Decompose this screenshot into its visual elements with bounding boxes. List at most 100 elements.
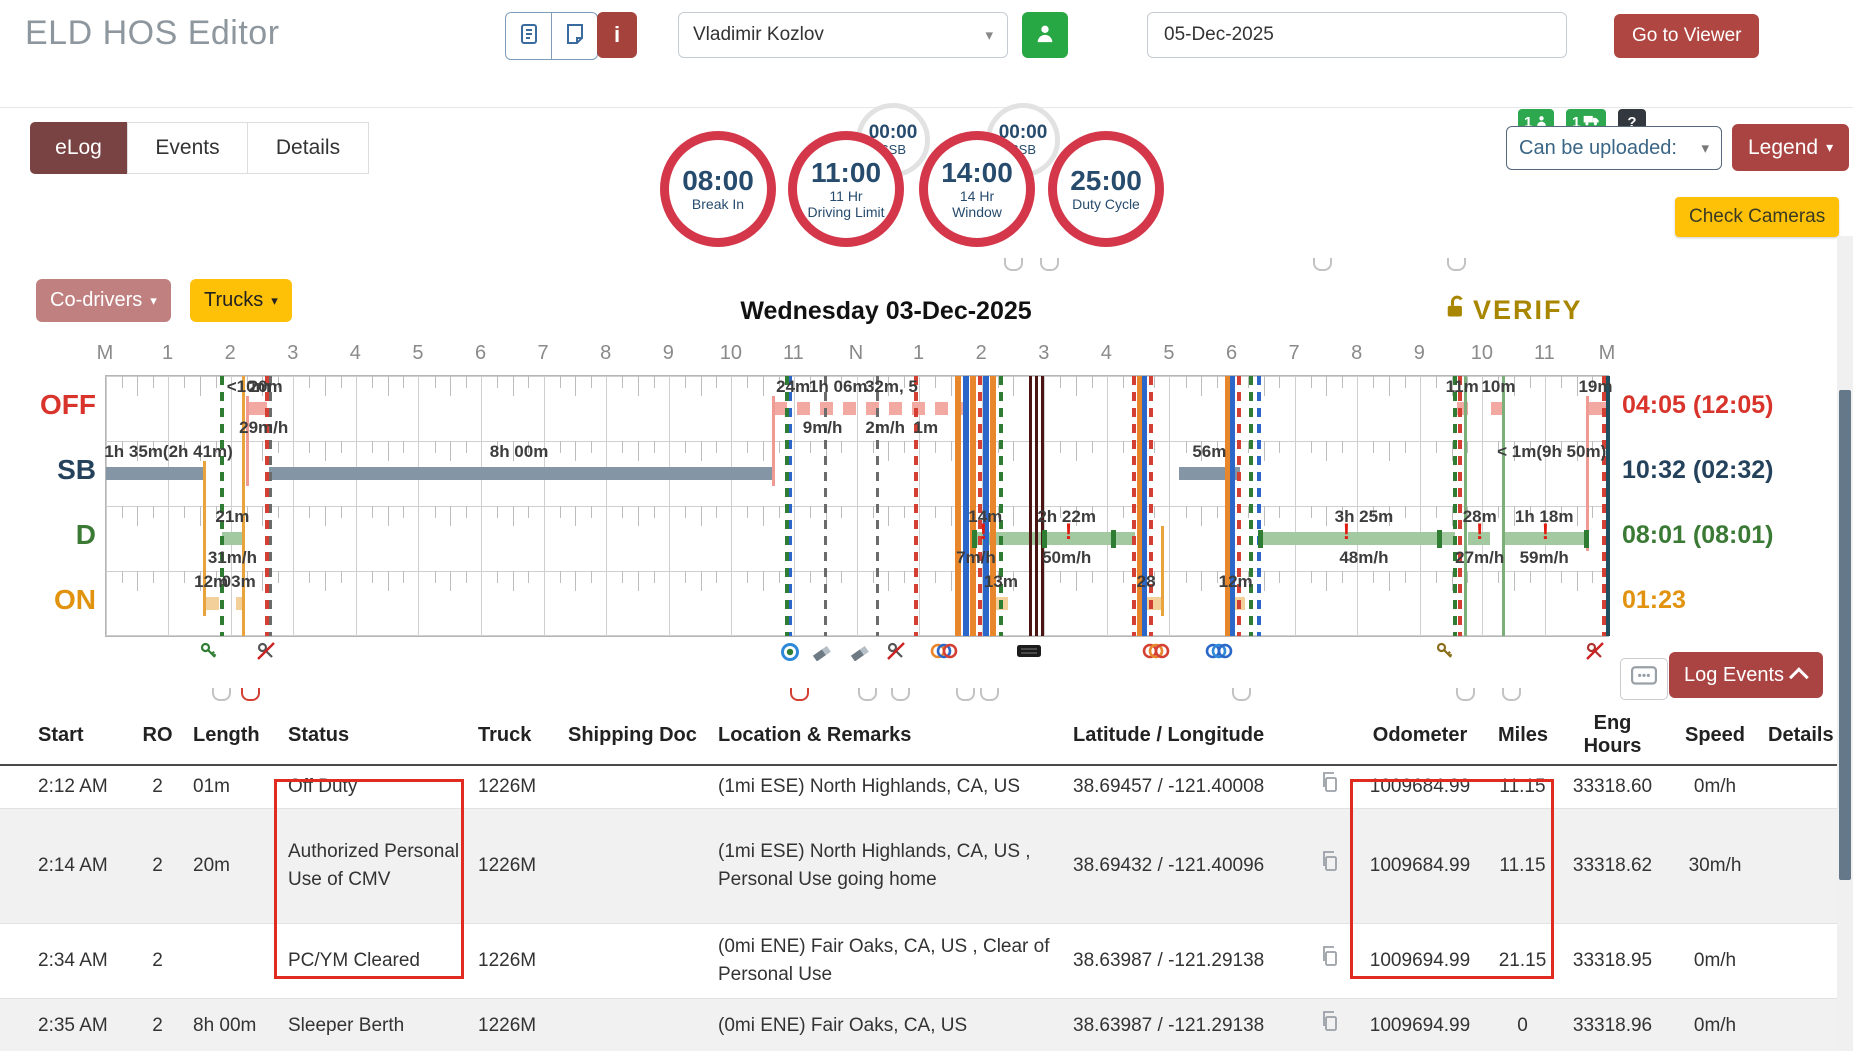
- event-flag-icon[interactable]: [980, 688, 999, 701]
- event-line: [1230, 376, 1235, 636]
- cell-latlong: 38.63987 / -121.29138: [1073, 1014, 1265, 1036]
- check-cameras-button[interactable]: Check Cameras: [1675, 197, 1840, 237]
- duration-label: 50m/h: [1042, 548, 1092, 567]
- copy-coordinates-button[interactable]: [1310, 923, 1350, 998]
- event-line: [245, 396, 249, 486]
- cell-status: Authorized Personal Use of CMV: [288, 840, 460, 890]
- legend-button[interactable]: Legend ▾: [1732, 124, 1850, 171]
- key-slash-icon[interactable]: [886, 641, 906, 666]
- hos-clock-driving-limit: 11:00 11 Hr Driving Limit: [788, 131, 904, 247]
- tab-events[interactable]: Events: [127, 122, 248, 174]
- time-axis-label: 6: [474, 342, 487, 364]
- clock-value: 08:00: [682, 165, 754, 197]
- event-flag-icon[interactable]: [1502, 688, 1521, 701]
- verify-button[interactable]: VERIFY: [1443, 294, 1583, 327]
- event-flag-icon[interactable]: [1447, 258, 1466, 271]
- event-line: [982, 376, 989, 636]
- trucks-dropdown[interactable]: Trucks ▾: [190, 279, 292, 322]
- key-slash-icon[interactable]: [256, 641, 276, 666]
- grid-quarter-tick: [778, 376, 780, 388]
- event-flag-icon[interactable]: [1232, 688, 1251, 701]
- grid-quarter-tick: [575, 441, 577, 461]
- add-driver-button[interactable]: [1022, 12, 1068, 58]
- eraser-icon[interactable]: [849, 641, 871, 666]
- caret-down-icon: ▾: [985, 27, 993, 44]
- scrollbar-thumb[interactable]: [1839, 390, 1851, 880]
- segment-tick: [1258, 530, 1264, 548]
- copy-coordinates-button[interactable]: [1310, 765, 1350, 808]
- event-flag-icon[interactable]: [891, 688, 910, 701]
- table-row[interactable]: 2:34 AM 2 PC/YM Cleared 1226M (0mi ENE) Fair…: [0, 923, 1853, 998]
- events-cluster-icon[interactable]: [930, 641, 960, 666]
- cell-length: 8h 00m: [193, 1014, 257, 1036]
- badge-icon[interactable]: [779, 641, 801, 668]
- driver-select[interactable]: Vladimir Kozlov ▾: [678, 12, 1008, 58]
- grid-quarter-tick: [246, 506, 248, 518]
- grid-quarter-tick: [1310, 441, 1312, 453]
- comments-button[interactable]: [1620, 658, 1668, 700]
- key-icon[interactable]: [1435, 641, 1455, 666]
- duration-label: 1m: [913, 418, 939, 437]
- grid-quarter-tick: [684, 571, 686, 583]
- grid-quarter-tick: [184, 506, 186, 518]
- log-events-button[interactable]: Log Events: [1669, 652, 1823, 698]
- go-to-viewer-button[interactable]: Go to Viewer: [1614, 14, 1760, 58]
- codrivers-dropdown[interactable]: Co-drivers ▾: [36, 279, 171, 322]
- event-flag-icon[interactable]: [790, 688, 809, 701]
- grid-quarter-tick: [1592, 571, 1594, 583]
- grid-quarter-tick: [246, 376, 248, 388]
- segment-tick: [1436, 530, 1442, 548]
- cell-eng_hours: 33318.96: [1572, 1014, 1653, 1036]
- key-icon[interactable]: [199, 641, 219, 666]
- event-line: [1452, 376, 1457, 636]
- event-flag-icon[interactable]: [212, 688, 231, 701]
- grid-quarter-tick: [325, 506, 327, 526]
- event-line: [1236, 376, 1241, 636]
- table-row[interactable]: 2:35 AM 2 8h 00m Sleeper Berth 1226M (0mi ENE…: [0, 998, 1853, 1051]
- column-header-location: Location & Remarks: [710, 706, 1065, 766]
- duty-status-graph[interactable]: <10m 20m 29m/h 24m 1h 06m 32m, 5 9m/h 2m/h 1m 11m…: [104, 375, 1612, 662]
- event-flag-icon[interactable]: [1040, 258, 1059, 271]
- event-flag-icon[interactable]: [956, 688, 975, 701]
- keyboard-icon[interactable]: [1016, 641, 1042, 666]
- note-button[interactable]: [552, 12, 598, 60]
- events-cluster-icon[interactable]: [1205, 641, 1235, 666]
- duration-label: < 1m(9h 50m): [1497, 442, 1607, 461]
- grid-quarter-tick: [810, 571, 812, 583]
- copy-coordinates-button[interactable]: [1310, 998, 1350, 1051]
- cell-start: 2:14 AM: [38, 854, 108, 876]
- events-cluster-icon[interactable]: [1142, 641, 1172, 666]
- upload-status-dropdown[interactable]: Can be uploaded: ▾: [1506, 126, 1722, 170]
- column-header-latlong: Latitude / Longitude: [1065, 706, 1310, 766]
- document-button[interactable]: [505, 12, 552, 60]
- time-axis-label: 8: [1351, 342, 1363, 364]
- time-axis-label: 2: [975, 342, 987, 364]
- tab-elog[interactable]: eLog: [30, 122, 127, 174]
- table-row[interactable]: 2:14 AM 2 20m Authorized Personal Use of CM…: [0, 808, 1853, 923]
- duty-segment: [1456, 402, 1469, 415]
- tab-details[interactable]: Details: [248, 122, 369, 174]
- duration-label: <10m: [226, 377, 271, 396]
- event-flag-icon[interactable]: [1004, 258, 1023, 271]
- event-flag-icon[interactable]: [858, 688, 877, 701]
- date-input[interactable]: 05-Dec-2025: [1147, 12, 1567, 58]
- truck-icon: [1583, 114, 1600, 131]
- grid-quarter-tick: [1498, 376, 1500, 388]
- event-flag-icon[interactable]: [1456, 688, 1475, 701]
- grid-quarter-tick: [246, 571, 248, 583]
- eraser-icon[interactable]: [811, 641, 833, 666]
- grid-quarter-tick: [403, 441, 405, 453]
- table-row[interactable]: 2:12 AM 2 01m Off Duty 1226M (1mi ESE) North …: [0, 765, 1853, 808]
- copy-coordinates-button[interactable]: [1310, 808, 1350, 923]
- duration-label: 9m/h: [802, 418, 843, 437]
- grid-quarter-tick: [1263, 506, 1265, 526]
- event-flag-icon[interactable]: [241, 688, 260, 701]
- event-flag-icon[interactable]: [1313, 258, 1332, 271]
- cell-location: (0mi ENE) Fair Oaks, CA, US , Clear of P…: [718, 935, 1050, 985]
- duty-segment: [773, 402, 969, 415]
- key-slash-icon[interactable]: [1585, 641, 1605, 666]
- time-axis-label: 9: [662, 342, 674, 364]
- grid-quarter-tick: [262, 376, 264, 396]
- info-button[interactable]: i: [597, 12, 637, 58]
- duration-label: 1h 06m: [808, 377, 868, 396]
